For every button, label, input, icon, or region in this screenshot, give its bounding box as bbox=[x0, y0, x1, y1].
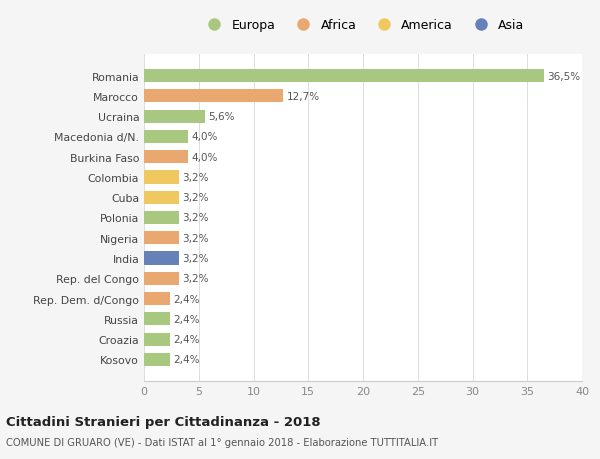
Bar bbox=[144, 130, 188, 144]
Text: 5,6%: 5,6% bbox=[209, 112, 235, 122]
Text: 2,4%: 2,4% bbox=[173, 334, 200, 344]
Bar bbox=[144, 313, 170, 326]
Bar bbox=[144, 70, 544, 83]
Bar bbox=[144, 353, 170, 366]
Text: 4,0%: 4,0% bbox=[191, 132, 217, 142]
Text: 2,4%: 2,4% bbox=[173, 314, 200, 324]
Bar bbox=[144, 232, 179, 245]
Bar bbox=[144, 252, 179, 265]
Bar bbox=[144, 272, 179, 285]
Text: 3,2%: 3,2% bbox=[182, 233, 209, 243]
Bar bbox=[144, 292, 170, 306]
Text: 3,2%: 3,2% bbox=[182, 274, 209, 284]
Text: 2,4%: 2,4% bbox=[173, 294, 200, 304]
Text: 12,7%: 12,7% bbox=[286, 92, 319, 102]
Text: 2,4%: 2,4% bbox=[173, 355, 200, 364]
Bar bbox=[144, 191, 179, 204]
Text: 3,2%: 3,2% bbox=[182, 173, 209, 183]
Bar bbox=[144, 171, 179, 184]
Text: 3,2%: 3,2% bbox=[182, 253, 209, 263]
Text: COMUNE DI GRUARO (VE) - Dati ISTAT al 1° gennaio 2018 - Elaborazione TUTTITALIA.: COMUNE DI GRUARO (VE) - Dati ISTAT al 1°… bbox=[6, 437, 438, 447]
Text: 3,2%: 3,2% bbox=[182, 193, 209, 203]
Bar bbox=[144, 333, 170, 346]
Text: Cittadini Stranieri per Cittadinanza - 2018: Cittadini Stranieri per Cittadinanza - 2… bbox=[6, 415, 320, 428]
Text: 3,2%: 3,2% bbox=[182, 213, 209, 223]
Bar bbox=[144, 151, 188, 164]
Bar bbox=[144, 212, 179, 224]
Bar bbox=[144, 110, 205, 123]
Text: 4,0%: 4,0% bbox=[191, 152, 217, 162]
Text: 36,5%: 36,5% bbox=[547, 72, 580, 81]
Bar bbox=[144, 90, 283, 103]
Legend: Europa, Africa, America, Asia: Europa, Africa, America, Asia bbox=[202, 19, 524, 32]
